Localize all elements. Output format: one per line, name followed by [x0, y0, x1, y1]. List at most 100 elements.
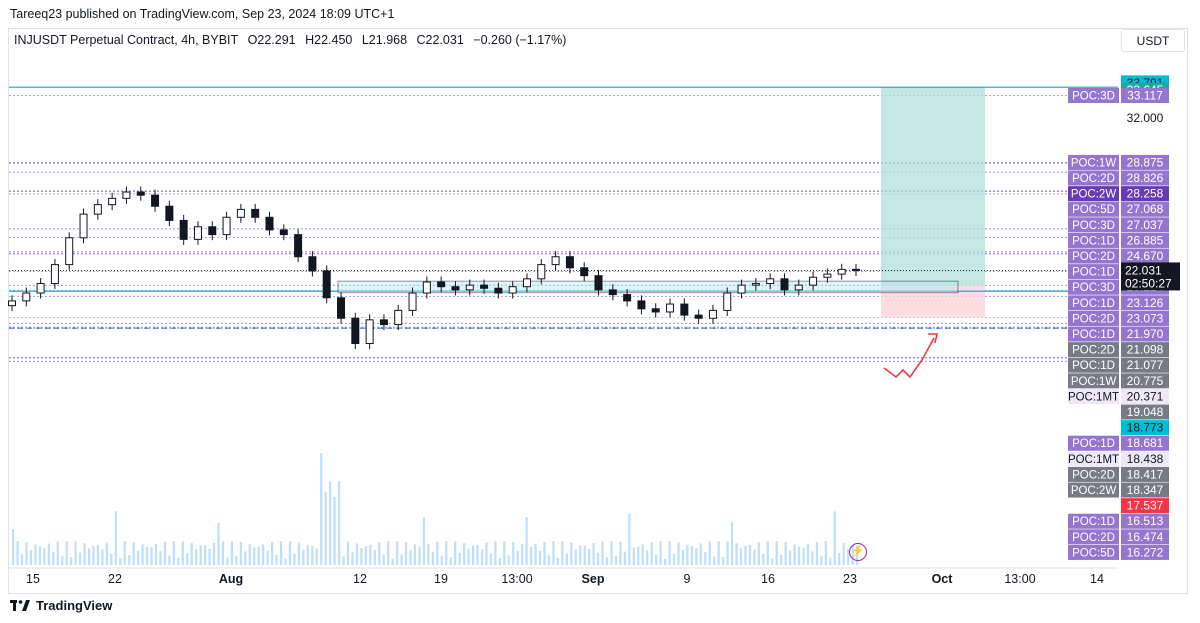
volume-bar	[181, 541, 184, 565]
poc-tag-box	[1068, 435, 1119, 451]
volume-bar	[516, 550, 519, 565]
time-axis-tick: 12	[353, 572, 367, 586]
poc-tag-label: POC:1D	[1072, 298, 1115, 310]
candle-body	[308, 256, 317, 272]
candle-body	[365, 319, 374, 345]
volume-bar	[431, 551, 434, 565]
tradingview-footer[interactable]: TradingView	[10, 598, 112, 613]
volume-bar	[96, 545, 100, 565]
price-label-value: 21.098	[1127, 343, 1164, 357]
volume-bar	[413, 544, 417, 565]
volume-bar	[454, 541, 457, 565]
poc-tag-box	[1068, 451, 1119, 467]
volume-bar	[436, 541, 439, 565]
candle-body	[351, 317, 360, 345]
lightning-icon[interactable]: ⚡	[849, 543, 867, 561]
volume-bar	[190, 542, 193, 565]
volume-bar	[266, 550, 269, 565]
volume-bar	[324, 492, 327, 565]
candle-body	[751, 283, 760, 286]
volume-bar	[382, 554, 385, 565]
volume-bar	[628, 513, 631, 565]
price-label-box	[1121, 466, 1169, 482]
volume-bar	[543, 541, 546, 565]
candle-body	[694, 314, 703, 319]
volume-bar	[735, 543, 738, 565]
candle-body	[50, 264, 59, 285]
volume-bar	[521, 544, 524, 565]
volume-bar	[842, 542, 845, 565]
volume-bar	[489, 553, 493, 565]
volume-bar	[579, 545, 582, 565]
time-axis-tick: Sep	[582, 572, 605, 586]
poc-tag-label: POC:1D	[1072, 516, 1115, 528]
candle-body	[780, 278, 789, 291]
volume-bar	[65, 541, 68, 565]
poc-tag-box	[1068, 154, 1119, 170]
volume-bar	[739, 548, 743, 565]
volume-bar	[150, 547, 153, 565]
volume-bar	[556, 558, 560, 565]
candle-body	[8, 300, 16, 307]
candle-body	[637, 300, 646, 310]
volume-bar	[641, 544, 644, 565]
poc-tag-label: POC:1MT	[1068, 454, 1119, 466]
volume-bar	[391, 558, 394, 565]
poc-tag-box	[1068, 544, 1119, 560]
volume-bar	[815, 541, 819, 565]
volume-bar	[404, 542, 408, 565]
candle-body	[580, 267, 589, 277]
volume-bar	[123, 541, 126, 565]
volume-bar	[789, 550, 792, 565]
volume-bar	[56, 541, 59, 565]
volume-bar	[52, 551, 55, 565]
price-label-box	[1121, 388, 1169, 404]
candle-body	[551, 256, 560, 266]
volume-bar	[829, 557, 832, 565]
volume-bar	[275, 554, 278, 565]
price-label-value: 33.117	[1127, 89, 1163, 103]
volume-bar	[458, 552, 461, 565]
poc-tag-box	[1068, 342, 1119, 358]
volume-bar	[302, 549, 305, 565]
volume-bar	[650, 542, 653, 565]
axis-price-tick: 32.000	[1127, 111, 1164, 125]
volume-bar	[784, 542, 787, 565]
candle-body	[823, 273, 832, 278]
volume-bar	[824, 541, 827, 565]
poc-tag-box	[1068, 295, 1119, 311]
currency-button[interactable]: USDT	[1121, 29, 1185, 52]
volume-bar	[239, 541, 242, 565]
price-label-value: 20.371	[1127, 389, 1164, 403]
volume-bar	[498, 558, 501, 565]
volume-bar	[101, 549, 104, 565]
time-axis-tick: 14	[1090, 572, 1104, 586]
volume-bar	[726, 541, 729, 565]
volume-bar	[445, 541, 448, 565]
close-value: C22.031	[416, 33, 464, 47]
countdown-timer: 02:50:27	[1125, 276, 1172, 290]
symbol-title[interactable]: INJUSDT Perpetual Contract, 4h, BYBIT	[14, 33, 239, 47]
volume-bar	[132, 542, 135, 565]
time-axis-tick: 15	[26, 572, 40, 586]
poc-tag-label: POC:1D	[1072, 267, 1115, 279]
poc-tag-box	[1068, 232, 1119, 248]
volume-bar	[159, 551, 162, 565]
candle-body	[279, 229, 288, 236]
volume-bar	[235, 555, 238, 565]
volume-bar	[596, 552, 600, 565]
price-label-box	[1121, 201, 1169, 217]
poc-tag-label: POC:1W	[1071, 157, 1117, 169]
candle-body	[623, 294, 632, 302]
time-axis-tick: 23	[843, 572, 857, 586]
candle-body	[122, 191, 131, 199]
poc-tag-label: POC:1D	[1072, 438, 1115, 450]
price-label-box	[1121, 435, 1169, 451]
poc-tag-box	[1068, 279, 1119, 295]
volume-bar	[757, 542, 760, 565]
volume-bar	[244, 551, 247, 565]
volume-bar	[762, 553, 765, 565]
volume-bar	[766, 541, 769, 565]
poc-tag-box	[1068, 217, 1119, 233]
